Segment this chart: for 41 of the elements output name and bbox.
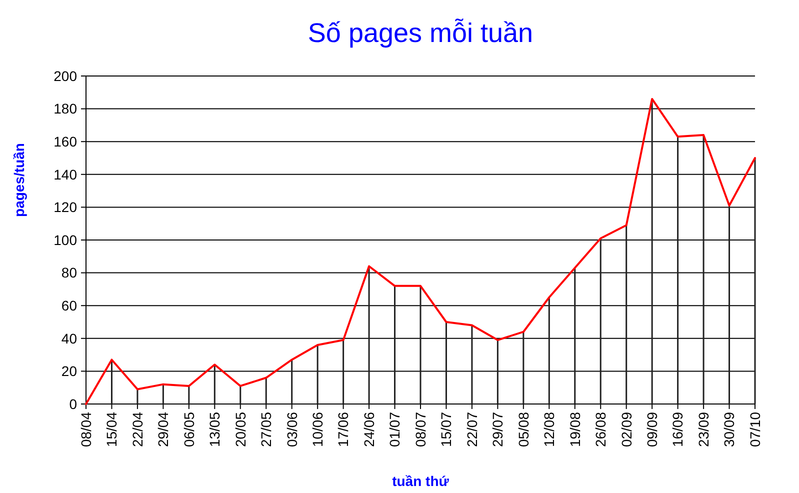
- x-tick-label: 12/08: [541, 412, 558, 448]
- y-tick-label: 180: [54, 100, 78, 117]
- y-tick-label: 200: [54, 68, 78, 84]
- x-tick-label: 01/07: [386, 412, 403, 448]
- x-tick-label: 09/09: [644, 412, 660, 448]
- x-tick-label: 20/05: [232, 412, 248, 448]
- x-tick-label: 22/07: [464, 412, 480, 448]
- x-tick-label: 23/09: [695, 412, 712, 448]
- x-tick-label: 08/04: [78, 412, 94, 448]
- x-tick-label: 29/07: [490, 412, 506, 448]
- x-tick-label: 17/06: [335, 412, 352, 448]
- y-tick-label: 140: [54, 166, 78, 182]
- x-tick-label: 07/10: [746, 412, 763, 448]
- x-tick-label: 24/06: [360, 412, 377, 448]
- x-tick-label: 06/05: [180, 412, 197, 448]
- y-axis-title: pages/tuần: [11, 143, 27, 217]
- x-tick-label: 08/07: [412, 412, 428, 448]
- y-tick-label: 0: [69, 396, 78, 412]
- y-tick-label: 80: [61, 264, 78, 281]
- chart-title: Số pages mỗi tuần: [308, 18, 534, 48]
- x-tick-label: 16/09: [670, 412, 686, 448]
- x-tick-label: 19/08: [566, 412, 583, 448]
- x-tick-label: 27/05: [258, 412, 274, 448]
- y-tick-label: 100: [54, 232, 78, 248]
- y-tick-label: 60: [61, 298, 78, 314]
- x-tick-label: 03/06: [284, 412, 300, 448]
- x-tick-label: 29/04: [155, 412, 172, 448]
- x-tick-label: 05/08: [515, 412, 532, 448]
- x-tick-label: 13/05: [206, 412, 223, 448]
- x-tick-label: 22/04: [129, 412, 146, 448]
- y-tick-label: 120: [54, 199, 78, 216]
- y-tick-label: 20: [61, 363, 78, 380]
- x-tick-label: 15/07: [438, 412, 454, 448]
- y-tick-label: 160: [54, 134, 78, 150]
- x-tick-label: 02/09: [618, 412, 634, 448]
- x-tick-label: 26/08: [592, 412, 609, 448]
- x-axis-title: tuần thứ: [392, 473, 450, 489]
- x-tick-label: 10/06: [309, 412, 326, 448]
- x-tick-label: 30/09: [721, 412, 738, 448]
- x-tick-label: 15/04: [104, 412, 120, 448]
- y-tick-label: 40: [61, 330, 78, 346]
